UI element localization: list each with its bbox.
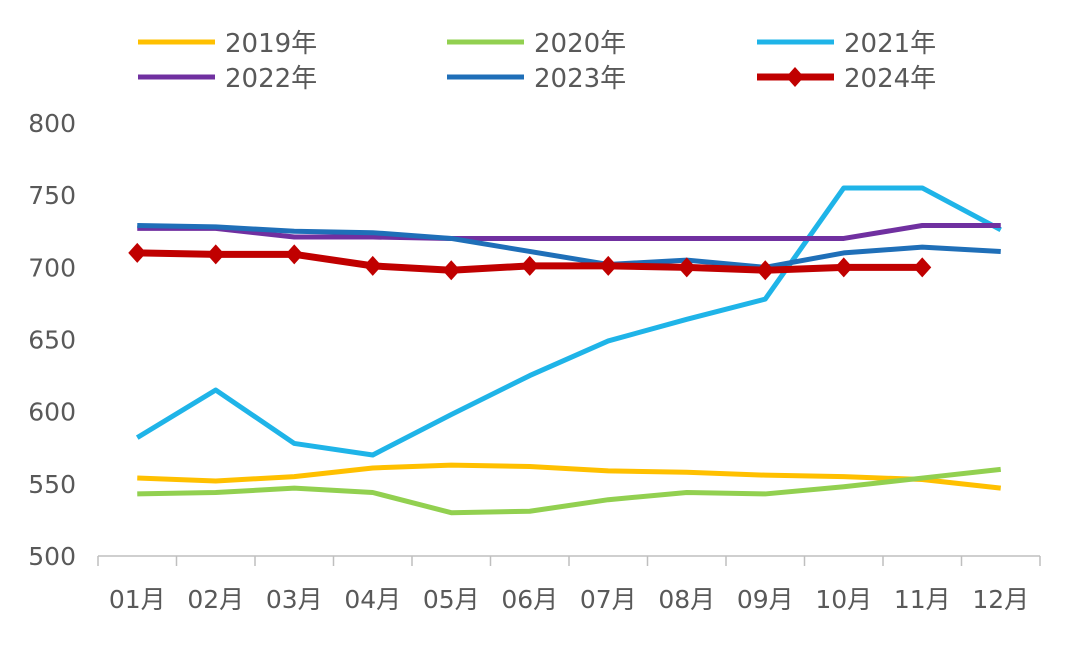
legend-item: 2024年 — [757, 64, 936, 94]
data-point-marker — [442, 260, 461, 281]
x-tick-label: 03月 — [266, 585, 323, 614]
series-line — [137, 222, 1001, 270]
data-point-marker — [677, 257, 696, 278]
legend-label: 2022年 — [225, 64, 317, 94]
legend-label: 2021年 — [844, 29, 936, 59]
legend-item: 2021年 — [757, 29, 936, 59]
series-line — [137, 462, 1002, 491]
y-tick-label: 650 — [28, 326, 76, 355]
series-2024年 — [128, 242, 932, 281]
x-tick-label: 08月 — [658, 585, 715, 614]
series-line — [137, 222, 1001, 241]
x-tick-label: 07月 — [580, 585, 637, 614]
y-tick-label: 750 — [28, 181, 76, 210]
legend-item: 2019年 — [138, 29, 317, 59]
data-point-marker — [756, 260, 775, 281]
y-tick-label: 600 — [28, 398, 76, 427]
x-tick-label: 10月 — [815, 585, 872, 614]
legend-label: 2024年 — [844, 64, 936, 94]
y-tick-label: 800 — [28, 109, 76, 138]
y-axis: 500 550 600 650 700 750 800 — [28, 109, 76, 571]
x-tick-label: 12月 — [972, 585, 1029, 614]
legend-label: 2023年 — [534, 64, 626, 94]
data-point-marker — [285, 244, 304, 265]
x-tick-label: 02月 — [187, 585, 244, 614]
x-axis: 01月 02月 03月 04月 05月 06月 07月 08月 09月 10月 11月 12月 — [97, 555, 1041, 614]
x-tick-label: 04月 — [344, 585, 401, 614]
series-line — [135, 185, 1002, 458]
legend-item: 2023年 — [447, 64, 626, 94]
series-group — [128, 185, 1002, 516]
data-point-marker — [520, 255, 539, 276]
series-2020年 — [137, 466, 1002, 516]
x-tick-label: 06月 — [501, 585, 558, 614]
series-line — [137, 466, 1002, 516]
x-tick-label: 01月 — [109, 585, 166, 614]
x-tick-label: 05月 — [423, 585, 480, 614]
data-point-marker — [834, 257, 853, 278]
legend: 2019年 2020年 2021年 2022年 2023年 2024年 — [138, 29, 936, 94]
y-tick-label: 500 — [28, 542, 76, 571]
legend-item: 2020年 — [447, 29, 626, 59]
x-tick-label: 11月 — [894, 585, 951, 614]
data-point-marker — [913, 257, 932, 278]
legend-item: 2022年 — [138, 64, 317, 94]
data-point-marker — [206, 244, 225, 265]
data-point-marker — [128, 242, 147, 263]
legend-label: 2020年 — [534, 29, 626, 59]
x-tick-label: 09月 — [737, 585, 794, 614]
y-tick-label: 700 — [28, 253, 76, 282]
data-point-marker — [363, 255, 382, 276]
series-2021年 — [135, 185, 1002, 458]
data-point-marker — [599, 255, 618, 276]
legend-marker — [786, 67, 804, 87]
y-tick-label: 550 — [28, 470, 76, 499]
legend-label: 2019年 — [225, 29, 317, 59]
